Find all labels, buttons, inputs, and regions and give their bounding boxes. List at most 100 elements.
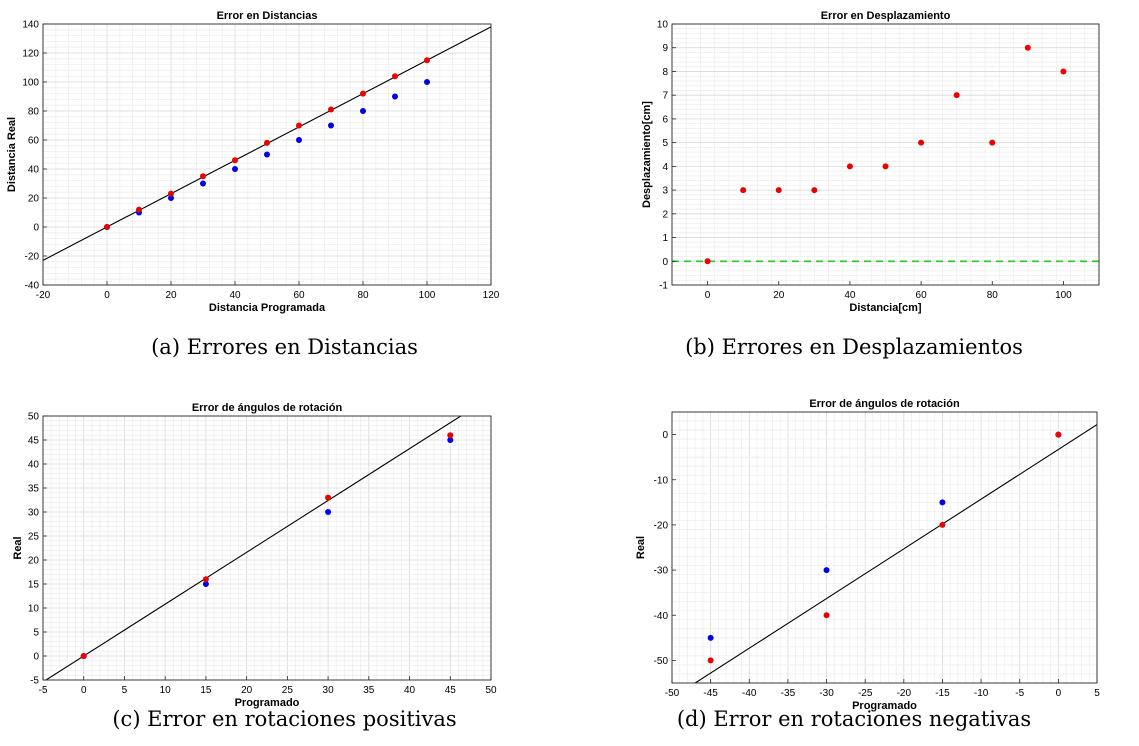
data-point-s1-10 — [424, 57, 430, 64]
data-point-s0-2 — [325, 509, 332, 515]
y-tick-label: 0 — [33, 652, 39, 663]
data-point-s1-9 — [392, 73, 398, 80]
y-tick-label: 3 — [662, 186, 668, 197]
caption-a: (a) Errores en Distancias — [151, 335, 418, 359]
y-tick-label: 9 — [662, 43, 668, 54]
y-tick-label: 20 — [28, 194, 40, 205]
y-tick-label: 120 — [22, 49, 39, 60]
x-tick-label: 20 — [241, 685, 253, 696]
data-point-s0-10 — [1060, 68, 1067, 75]
y-tick-label: -1 — [659, 281, 668, 292]
x-tick-label: 20 — [773, 290, 785, 301]
x-tick-label: 40 — [844, 290, 856, 301]
x-tick-label: -30 — [819, 688, 834, 699]
chart-rotaciones-positivas: -5 0 5 10 15 20 25 30 35 40 45 50 -5 0 5 10 15 20 25 30 35 40… — [12, 402, 497, 709]
x-tick-label: 15 — [200, 685, 212, 696]
x-tick-label: -5 — [1015, 688, 1024, 699]
data-point-s0-8 — [989, 139, 996, 146]
y-axis-label: Distancia Real — [6, 117, 18, 192]
axes-box — [671, 411, 1098, 684]
chart-panel-d: -50 -45 -40 -35 -30 -25 -20 -15 -10 -5 0 5 -50 -40 -30… — [569, 388, 1139, 746]
y-tick-label: 15 — [28, 580, 40, 591]
x-tick-label: 40 — [229, 290, 241, 301]
y-tick-label: -40 — [654, 611, 669, 622]
data-point-s1-0 — [707, 657, 714, 664]
y-tick-label: 40 — [28, 460, 40, 471]
data-point-s0-9 — [1024, 44, 1031, 51]
x-tick-label: -5 — [39, 685, 48, 696]
x-tick-label: -15 — [935, 688, 950, 699]
chart-panel-a: -20 0 20 40 60 80 100 120 -40 -20 0 20 40 60 80 100 120 1… — [0, 0, 569, 373]
y-tick-label: -50 — [654, 656, 669, 667]
data-point-s1-3 — [1055, 431, 1062, 438]
y-tick-label: 40 — [28, 165, 40, 176]
x-tick-label: 80 — [987, 290, 999, 301]
x-tick-label: 60 — [293, 290, 305, 301]
caption-b: (b) Errores en Desplazamientos — [685, 335, 1023, 359]
caption-c: (c) Error en rotaciones positivas — [112, 707, 457, 731]
data-point-s0-0 — [707, 634, 714, 641]
chart-panel-c: -5 0 5 10 15 20 25 30 35 40 45 50 -5 0 5 10 15 20 25 30 35 40… — [0, 388, 569, 746]
plot-background — [43, 416, 491, 680]
x-tick-label: 50 — [485, 685, 497, 696]
x-tick-label: -20 — [897, 688, 912, 699]
y-tick-label: 0 — [33, 223, 39, 234]
chart-title: Error en Distancias — [217, 10, 318, 22]
x-tick-label: 30 — [323, 685, 335, 696]
y-tick-label: 50 — [28, 412, 40, 423]
data-point-s1-4 — [232, 157, 238, 164]
y-tick-label: 4 — [662, 162, 668, 173]
data-point-s0-1 — [202, 581, 209, 587]
x-tick-label: -40 — [742, 688, 757, 699]
y-tick-label: 5 — [33, 628, 39, 639]
data-point-s0-4 — [232, 166, 238, 172]
data-point-s1-1 — [823, 612, 830, 619]
x-tick-label: 120 — [483, 290, 500, 301]
y-tick-label: 10 — [28, 604, 40, 615]
data-point-s1-0 — [104, 224, 110, 230]
x-axis-label: Distancia[cm] — [849, 302, 921, 314]
grid-lines — [671, 23, 1100, 286]
y-tick-label: 35 — [28, 484, 40, 495]
data-point-s1-0 — [80, 653, 87, 659]
y-tick-label: -30 — [654, 566, 669, 577]
data-point-s1-8 — [360, 90, 366, 97]
x-tick-label: 20 — [165, 290, 177, 301]
x-tick-label: 5 — [122, 685, 128, 696]
axes-box — [42, 415, 492, 681]
x-tick-label: -20 — [36, 290, 51, 301]
data-point-s1-7 — [328, 106, 334, 113]
y-tick-label: 0 — [662, 430, 668, 441]
data-point-s1-1 — [136, 206, 142, 213]
x-tick-label: -50 — [665, 688, 680, 699]
y-tick-label: -10 — [654, 475, 669, 486]
data-point-s0-2 — [168, 195, 174, 201]
axes-box — [671, 23, 1100, 286]
reference-line-0 — [44, 416, 462, 680]
chart-error-distancias: -20 0 20 40 60 80 100 120-40-200204060801001201… — [6, 10, 500, 314]
data-point-s1-2 — [168, 190, 174, 197]
data-point-s1-5 — [264, 139, 270, 146]
data-point-s0-0 — [704, 258, 711, 265]
y-tick-label: 25 — [28, 532, 40, 543]
x-tick-label: 60 — [916, 290, 928, 301]
y-tick-label: 5 — [662, 138, 668, 149]
x-axis-label: Distancia Programada — [209, 302, 326, 314]
chart-title: Error de ángulos de rotación — [192, 402, 343, 414]
x-tick-label: 0 — [705, 290, 711, 301]
x-tick-label: 40 — [404, 685, 416, 696]
y-tick-label: 30 — [28, 508, 40, 519]
x-tick-label: 0 — [81, 685, 87, 696]
data-point-s0-8 — [360, 108, 366, 114]
y-tick-label: -5 — [30, 676, 39, 687]
data-point-s0-5 — [264, 151, 270, 158]
data-point-s0-7 — [328, 122, 334, 129]
data-point-s1-6 — [296, 122, 302, 129]
caption-d: (d) Error en rotaciones negativas — [676, 707, 1032, 731]
data-point-s0-9 — [392, 93, 398, 100]
chart-error-desplazamiento: 0 20 40 60 80 100 -1 0 1 2 3 4 5 6 7 8 9 10 Error en Despl… — [641, 10, 1100, 314]
grid-lines — [671, 411, 1098, 684]
x-tick-label: 35 — [363, 685, 375, 696]
y-tick-label: 20 — [28, 556, 40, 567]
x-tick-label: 100 — [419, 290, 436, 301]
